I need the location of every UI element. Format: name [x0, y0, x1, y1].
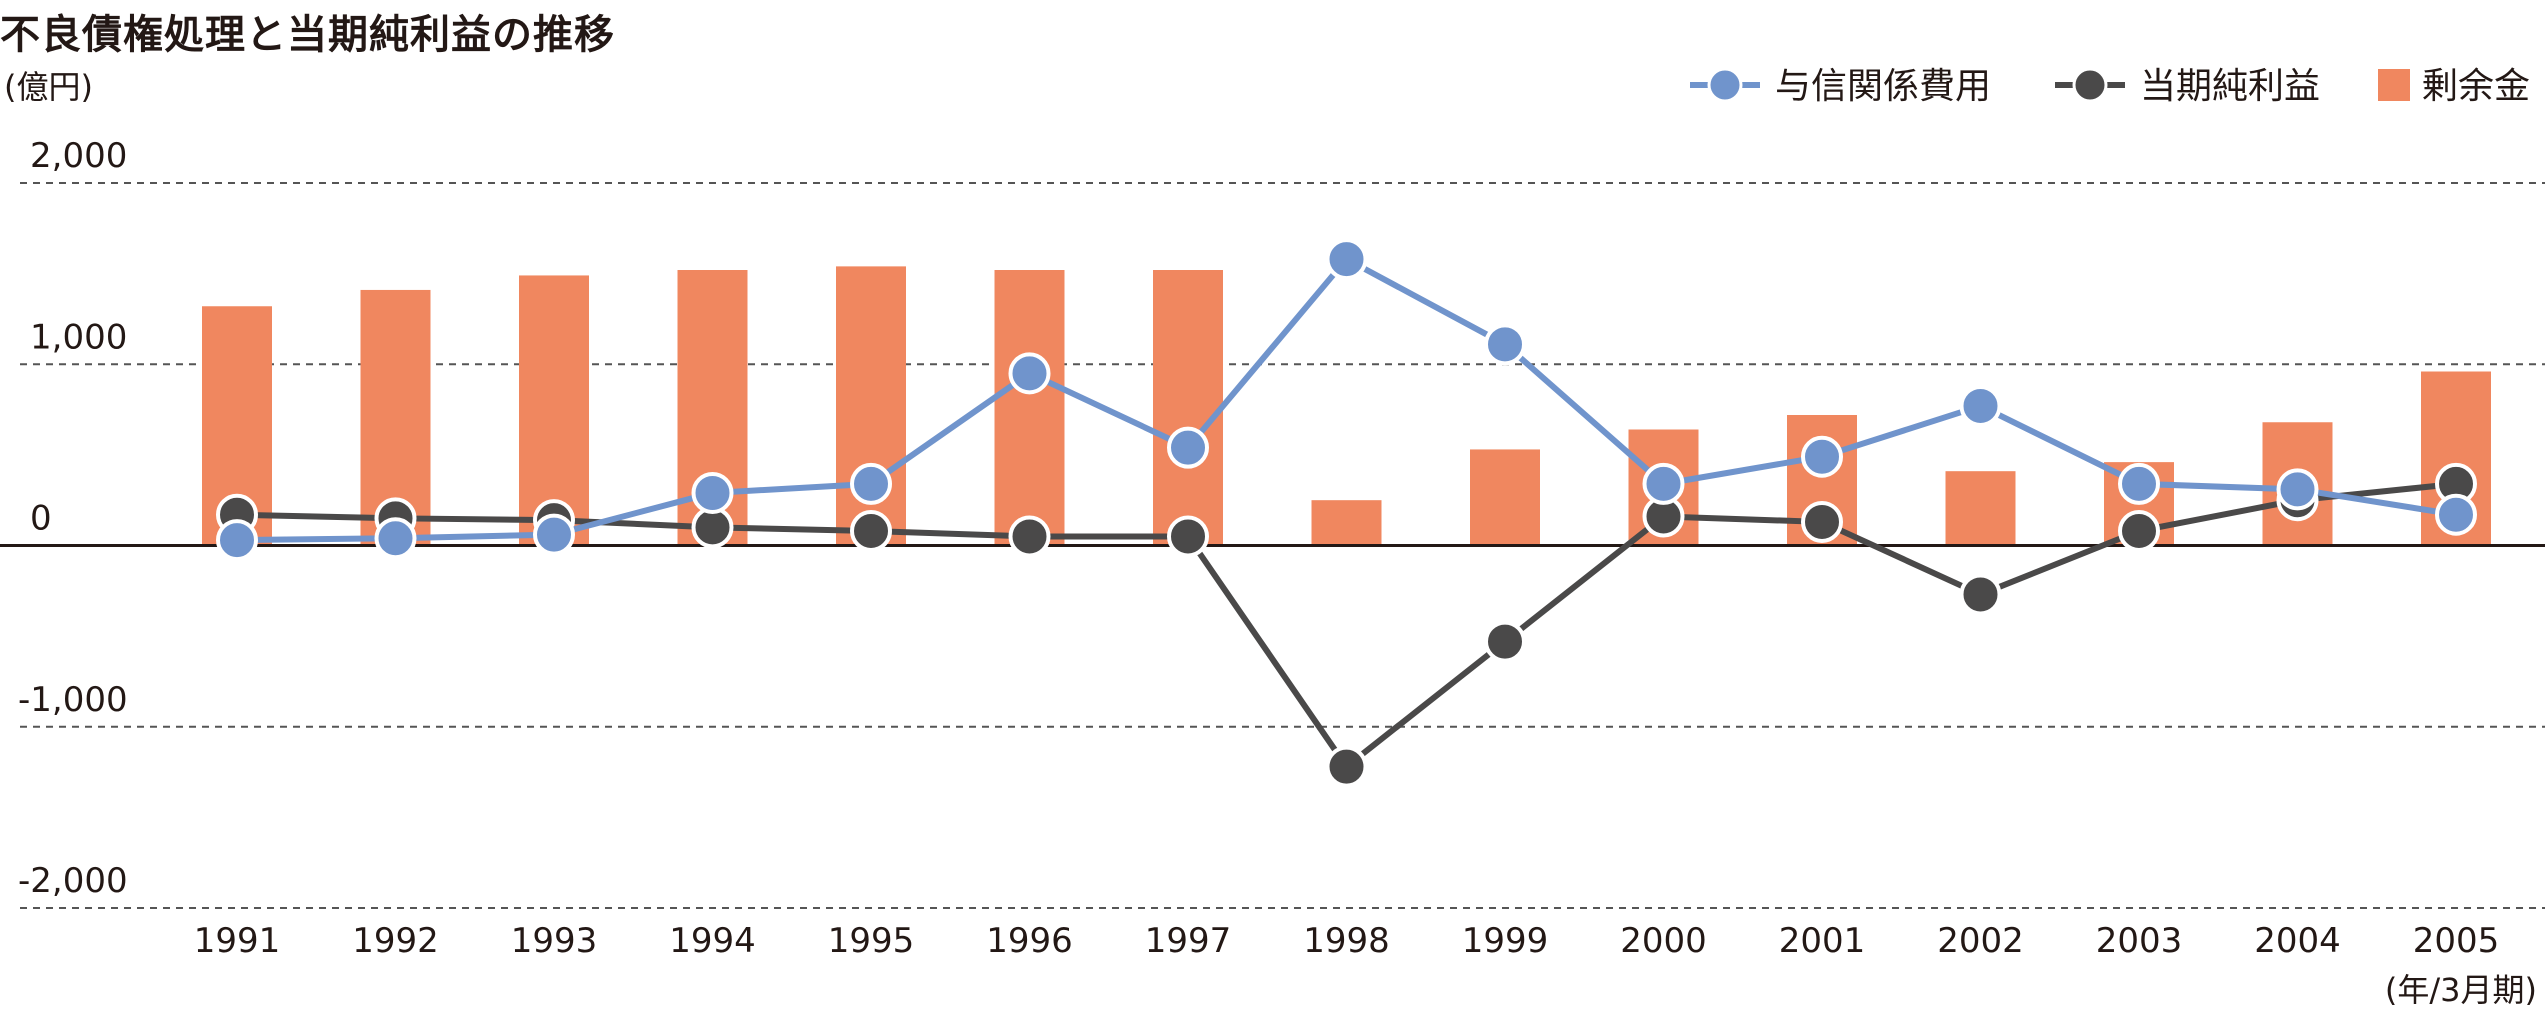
bar [1945, 471, 2016, 546]
data-point [850, 462, 892, 505]
legend-label: 当期純利益 [2140, 66, 2320, 107]
x-tick-label: 1998 [1303, 921, 1390, 961]
data-point [1008, 352, 1051, 395]
x-tick-label: 1994 [669, 921, 756, 961]
legend-swatch-marker [2072, 67, 2108, 103]
x-tick-label: 1995 [828, 921, 915, 961]
legend-label: 剰余金 [2422, 66, 2530, 107]
x-axis-unit-label: (年/3月期) [2384, 971, 2537, 1009]
data-point [1959, 384, 2002, 427]
data-point [2118, 510, 2160, 552]
data-point [1484, 620, 1526, 663]
data-point [1642, 462, 1685, 505]
bar [1153, 270, 1223, 546]
legend-swatch-bar [2378, 69, 2410, 101]
y-axis-unit-label: (億円) [4, 68, 93, 106]
y-tick-label: -2,000 [18, 861, 128, 901]
x-tick-label: 2004 [2254, 921, 2341, 961]
x-tick-label: 1999 [1462, 921, 1549, 961]
bar [1311, 500, 1382, 546]
data-point [2435, 493, 2477, 536]
chart-title: 不良債権処理と当期純利益の推移 [0, 12, 615, 58]
data-point [216, 519, 258, 562]
bar [1470, 449, 1540, 546]
legend-label: 与信関係費用 [1775, 66, 1991, 107]
bar [994, 270, 1065, 546]
data-point [691, 506, 734, 549]
data-point [850, 510, 892, 552]
x-tick-label: 1993 [511, 921, 598, 961]
x-tick-label: 2001 [1779, 921, 1866, 961]
x-tick-label: 1991 [194, 921, 281, 961]
data-point [1801, 500, 1843, 543]
data-point [533, 513, 575, 556]
x-tick-label: 1992 [352, 921, 439, 961]
x-tick-label: 1997 [1145, 921, 1232, 961]
data-point [1167, 515, 1209, 558]
data-point [691, 471, 734, 514]
legend-swatch-marker [1707, 67, 1743, 103]
data-point [1801, 435, 1843, 478]
data-point [1167, 426, 1209, 469]
y-tick-label: 0 [30, 499, 52, 539]
x-tick-label: 2003 [2096, 921, 2183, 961]
y-tick-label: 1,000 [30, 317, 127, 357]
data-point [374, 517, 417, 560]
x-tick-label: 2000 [1620, 921, 1707, 961]
data-point [1959, 573, 2002, 616]
y-tick-label: -1,000 [18, 680, 128, 720]
data-point [1325, 238, 1368, 281]
y-tick-label: 2,000 [30, 136, 127, 176]
data-point [1008, 515, 1051, 558]
x-tick-label: 2005 [2413, 921, 2500, 961]
data-point [1484, 323, 1526, 366]
x-tick-label: 2002 [1937, 921, 2024, 961]
data-point [2118, 462, 2160, 505]
data-point [2276, 468, 2319, 511]
data-point [1325, 745, 1368, 788]
x-tick-label: 1996 [986, 921, 1073, 961]
